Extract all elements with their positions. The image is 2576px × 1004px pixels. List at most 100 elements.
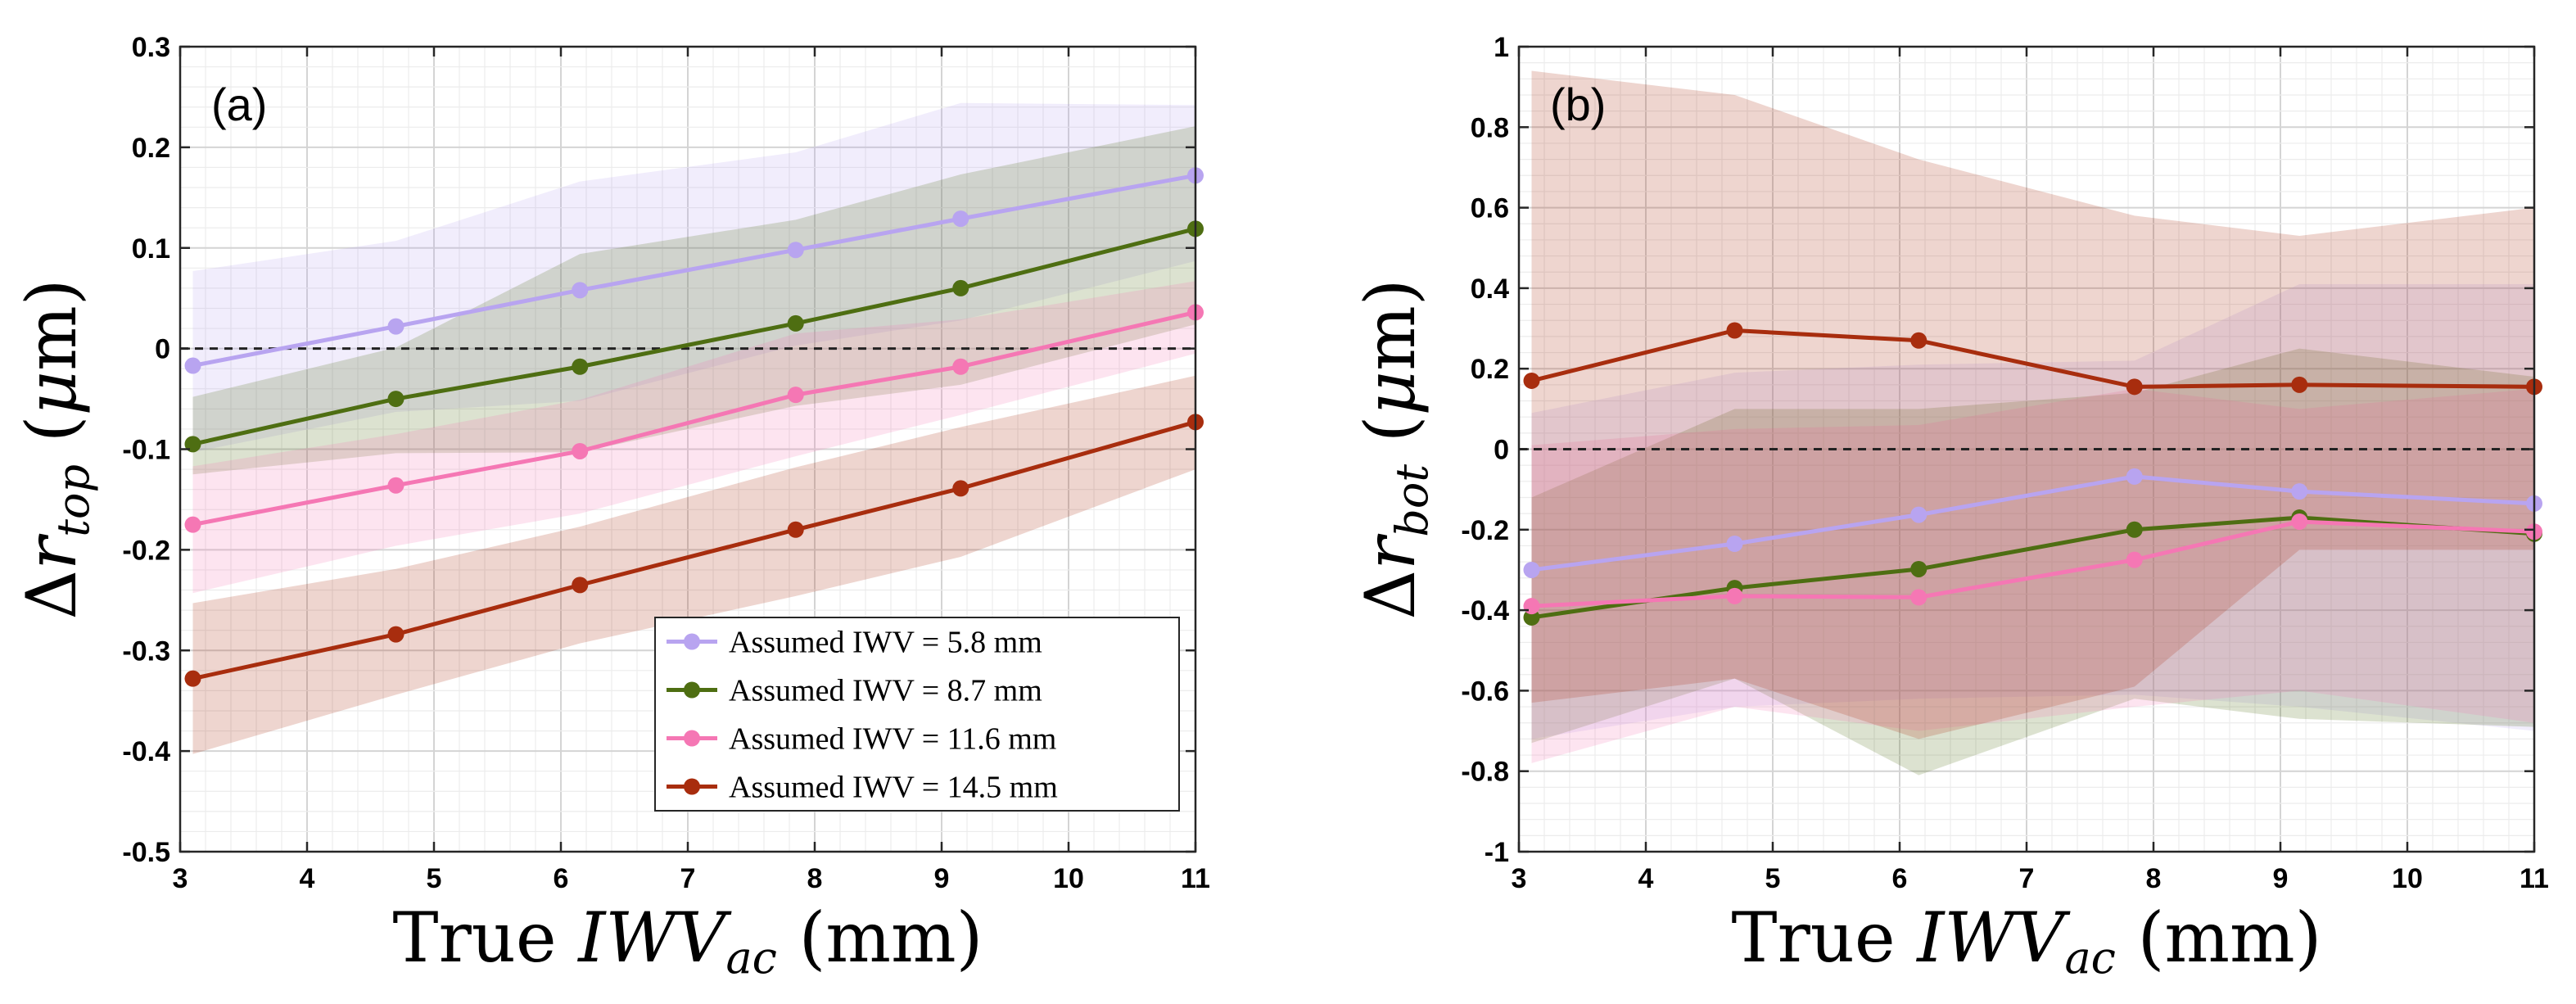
data-point [184,357,201,374]
y-tick-label: 0.2 [132,133,170,164]
x-tick-label: 9 [2273,863,2289,894]
series-line [192,226,1196,446]
data-point [1523,372,1540,389]
legend-label: Assumed IWV = 11.6 mm [729,722,1056,757]
data-point [1910,506,1927,523]
y-tick-label: 0.4 [1471,274,1509,305]
band-series-1 [192,102,1195,453]
series-line [192,173,1196,368]
uncertainty-bands [1531,70,2534,776]
y-tick-label: -0.2 [1461,515,1509,546]
x-tick-label: 7 [2019,863,2035,894]
chart-panel-b: 3 4 5 6 7 8 9 10 11 -1 -0.8 -0.6 -0.4 -0.2 0 0.2 0.4 0.6 0… [1350,32,2549,984]
uncertainty-bands [192,102,1195,754]
x-axis-label: True IWVac (mm) [1732,898,2322,984]
y-tick-label: 0.6 [1471,193,1509,224]
legend-swatch-marker [684,730,700,747]
legend-label: Assumed IWV = 5.8 mm [729,626,1042,660]
band-series-3 [192,281,1195,594]
y-tick-label: -0.5 [122,837,170,868]
y-axis-label: Δrtop (μm) [11,278,99,619]
data-point [787,314,804,332]
data-point [1910,332,1927,349]
x-tick-label: 6 [554,863,569,894]
x-tick-label: 8 [807,863,823,894]
y-tick-label: -0.3 [122,635,170,667]
y-tick-label: 0.3 [132,32,170,63]
y-tick-label: 0.2 [1471,354,1509,385]
data-point [2291,513,2308,530]
legend-item: Assumed IWV = 14.5 mm [667,771,1058,805]
x-tick-label: 8 [2146,863,2162,894]
legend: Assumed IWV = 5.8 mm Assumed IWV = 8.7 mm… [654,617,1180,812]
ticks: 3 4 5 6 7 8 9 10 11 -1 -0.8 -0.6 -0.4 -0.2 0 0.2 0.4 0.6 0… [1461,32,2549,894]
series-line [192,310,1196,527]
data-point [387,626,404,643]
x-tick-label: 7 [680,863,696,894]
x-tick-label: 5 [1765,863,1781,894]
x-tick-label: 3 [1512,863,1527,894]
y-tick-label: 0.1 [132,233,170,265]
legend-label: Assumed IWV = 14.5 mm [729,771,1058,805]
y-tick-label: -0.1 [122,435,170,466]
data-point [572,577,589,594]
data-point [2126,551,2143,568]
x-tick-label: 4 [1638,863,1654,894]
data-point [1523,561,1540,578]
x-tick-label: 5 [427,863,442,894]
data-point [2126,468,2143,485]
data-point [2291,376,2308,393]
data-point [952,480,969,497]
data-point [2126,521,2143,538]
data-point [387,477,404,494]
data-point [387,318,404,335]
band-series-2 [1531,348,2534,776]
x-tick-label: 10 [1053,863,1084,894]
y-tick-label: 0 [1494,435,1509,466]
series-line [1531,474,2535,572]
data-point [2291,483,2308,500]
x-tick-label: 11 [2520,863,2549,894]
data-point [2126,378,2143,396]
data-point [572,358,589,375]
y-tick-label: 0 [155,334,170,365]
x-axis-label: True IWVac (mm) [393,898,983,984]
y-tick-label: 0.8 [1471,112,1509,143]
y-tick-label: -0.2 [122,535,170,566]
x-tick-label: 3 [173,863,188,894]
series-1 [184,167,1204,374]
data-point [1726,322,1743,339]
data-point [1523,598,1540,615]
y-tick-label: -0.8 [1461,757,1509,788]
data-point [1523,608,1540,626]
data-point [787,387,804,404]
x-tick-label: 4 [300,863,315,894]
series-1 [1523,468,2542,578]
band-series-2 [192,126,1195,475]
y-tick-label: 1 [1494,32,1509,63]
band-series-4 [1531,70,2534,739]
legend-swatch-marker [684,681,700,699]
data-point [184,670,201,687]
x-tick-label: 9 [934,863,950,894]
legend-swatch-marker [684,633,700,650]
data-point [952,358,969,375]
series-3 [184,304,1204,533]
legend-swatch-marker [684,778,700,795]
data-point [184,516,201,533]
y-axis-label: Δrbot (μm) [1350,278,1438,619]
series-line [192,419,1196,681]
data-point [952,279,969,296]
chart-panel-a: 3 4 5 6 7 8 9 10 11 -0.5 -0.4 -0.3 -0.2 -0.1 0 0.1 0.2 0.… [11,32,1210,984]
band-series-4 [192,375,1195,754]
panel-label: (b) [1550,79,1606,130]
data-point [787,521,804,538]
series-line [1531,519,2535,608]
x-tick-label: 6 [1892,863,1908,894]
series-4 [1523,322,2542,396]
legend-item: Assumed IWV = 11.6 mm [667,722,1056,757]
legend-item: Assumed IWV = 8.7 mm [667,674,1042,708]
y-tick-label: -0.6 [1461,676,1509,707]
legend-label: Assumed IWV = 8.7 mm [729,674,1042,708]
data-point [787,242,804,259]
